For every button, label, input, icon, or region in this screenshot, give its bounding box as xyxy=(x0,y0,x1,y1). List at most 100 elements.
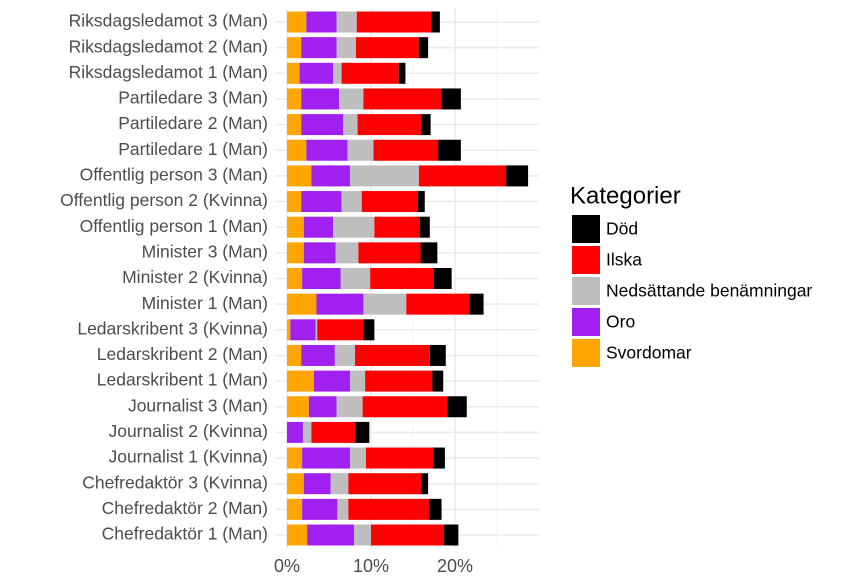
bar-segment xyxy=(287,319,291,341)
bar-segment xyxy=(287,191,302,213)
y-tick-label: Minister 3 (Man) xyxy=(142,241,268,261)
bar-segment xyxy=(306,139,348,161)
bar-segment xyxy=(374,216,420,238)
y-tick-label: Minister 1 (Man) xyxy=(142,293,268,313)
y-tick-label: Partiledare 1 (Man) xyxy=(118,139,268,159)
bar-segment xyxy=(313,370,350,392)
bar-segment xyxy=(341,191,362,213)
bar-segment xyxy=(287,370,314,392)
legend-label: Nedsättande benämningar xyxy=(606,281,812,301)
legend-key xyxy=(572,215,600,243)
legend-key xyxy=(572,339,600,367)
y-tick-label: Offentlig person 1 (Man) xyxy=(80,216,268,236)
bar-segment xyxy=(330,473,349,495)
bar-segment xyxy=(287,344,302,366)
y-tick-label: Partiledare 2 (Man) xyxy=(118,113,268,133)
bar-segment xyxy=(287,498,303,520)
bar-segment xyxy=(418,165,507,187)
bar-segment xyxy=(287,37,302,59)
x-tick-label: 20% xyxy=(437,556,473,576)
bar-segment xyxy=(506,165,529,187)
bar-segment xyxy=(303,242,336,264)
legend-key xyxy=(572,246,600,274)
bar-segment xyxy=(343,114,358,136)
y-tick-label: Journalist 3 (Man) xyxy=(128,395,268,415)
bar-segment xyxy=(303,216,334,238)
bar-segment xyxy=(358,242,421,264)
y-tick-label: Riksdagsledamot 3 (Man) xyxy=(69,11,268,31)
bar-segment xyxy=(290,319,316,341)
bar-segment xyxy=(335,242,359,264)
bar-segment xyxy=(363,88,442,110)
y-tick-label: Riksdagsledamot 2 (Man) xyxy=(69,36,268,56)
bar-segment xyxy=(419,216,430,238)
bar-segment xyxy=(357,114,422,136)
bar-segment xyxy=(365,447,434,469)
y-tick-label: Offentlig person 3 (Man) xyxy=(80,165,268,185)
bar-segment xyxy=(287,165,312,187)
bar-segment xyxy=(434,268,452,289)
bar-segment xyxy=(287,447,303,469)
bar-segment xyxy=(336,11,357,33)
bar-segment xyxy=(444,524,459,546)
bar-segment xyxy=(311,165,350,187)
bar-segment xyxy=(299,62,334,84)
bar-segment xyxy=(339,88,364,110)
bar-segment xyxy=(287,473,304,495)
bar-segment xyxy=(429,344,446,366)
y-tick-label: Ledarskribent 3 (Kvinna) xyxy=(77,318,268,338)
bar-segment xyxy=(336,37,356,59)
bar-segment xyxy=(431,11,440,33)
bar-segment xyxy=(301,114,344,136)
bar-segment xyxy=(307,524,355,546)
legend-key xyxy=(572,308,600,336)
bar-segment xyxy=(340,268,371,289)
x-tick-label: 0% xyxy=(274,556,300,576)
y-tick-label: Journalist 1 (Kvinna) xyxy=(108,447,268,467)
bar-segment xyxy=(420,242,438,264)
bar-segment xyxy=(421,114,431,136)
y-tick-label: Chefredaktör 3 (Kvinna) xyxy=(82,472,268,492)
bar-segment xyxy=(347,139,374,161)
legend-label: Död xyxy=(606,219,638,239)
bar-segment xyxy=(350,370,366,392)
bar-segment xyxy=(333,62,342,84)
legend-key xyxy=(572,277,600,305)
bar-segment xyxy=(302,447,350,469)
bar-segment xyxy=(441,88,461,110)
bar-segment xyxy=(301,37,337,59)
bar-segment xyxy=(356,11,432,33)
bar-segment xyxy=(350,165,419,187)
bar-segment xyxy=(354,524,371,546)
y-tick-label: Chefredaktör 2 (Man) xyxy=(102,498,268,518)
bar-segment xyxy=(287,524,308,546)
bar-segment xyxy=(301,88,340,110)
bar-segment xyxy=(317,319,364,341)
y-tick-label: Ledarskribent 2 (Man) xyxy=(97,344,268,364)
bar-segment xyxy=(433,447,445,469)
bar-segment xyxy=(287,421,303,443)
legend-label: Svordomar xyxy=(606,343,692,363)
bar-segment xyxy=(303,473,331,495)
bar-segment xyxy=(287,242,304,264)
bar-segment xyxy=(341,62,399,84)
bar-segment xyxy=(406,293,470,315)
bar-segment xyxy=(308,396,337,418)
bar-segment xyxy=(334,344,356,366)
bar-segment xyxy=(287,88,302,110)
bar-segment xyxy=(306,11,337,33)
bar-segment xyxy=(371,524,445,546)
bar-segment xyxy=(336,396,363,418)
bar-segment xyxy=(348,473,422,495)
bar-segment xyxy=(287,396,309,418)
y-tick-label: Ledarskribent 1 (Man) xyxy=(97,370,268,390)
legend-label: Oro xyxy=(606,312,635,332)
bar-segment xyxy=(333,216,375,238)
bar-segment xyxy=(287,268,303,289)
legend-label: Ilska xyxy=(606,250,642,270)
bar-segment xyxy=(373,139,439,161)
bar-segment xyxy=(302,498,338,520)
bar-segment xyxy=(418,37,429,59)
bar-segment xyxy=(355,344,430,366)
